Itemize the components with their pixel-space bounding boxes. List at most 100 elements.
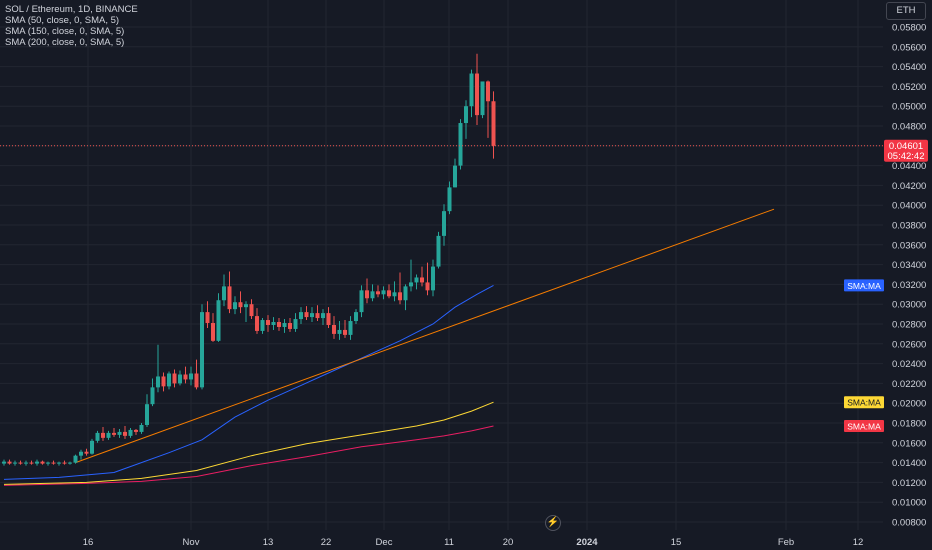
candle-body (464, 106, 468, 124)
candle-body (381, 290, 386, 295)
candle-body (436, 235, 441, 267)
candle-body (304, 312, 309, 318)
candle-body (189, 373, 193, 380)
candle-body (178, 374, 182, 384)
x-tick-label: 11 (444, 537, 454, 548)
candle-body (194, 373, 199, 388)
y-tick-label: 0.01000 (892, 498, 926, 509)
candle-body (117, 431, 122, 435)
x-tick-label: Nov (183, 537, 200, 548)
sma200-line (3, 425, 494, 486)
x-tick-label: Feb (778, 537, 794, 548)
chart-series (3, 208, 775, 486)
chart-grid (0, 0, 883, 530)
x-tick-label: 12 (853, 537, 864, 548)
study-sma50[interactable]: SMA (50, close, 0, SMA, 5) (5, 15, 120, 26)
candle-body (321, 313, 325, 319)
candle-body (112, 432, 116, 435)
candle-body (73, 455, 78, 463)
candle-body (18, 462, 23, 464)
candle-body (475, 73, 479, 116)
candle-body (458, 123, 463, 166)
candle-body (150, 387, 155, 405)
candle-body (365, 290, 369, 299)
candle-body (277, 322, 281, 327)
candle-body (326, 313, 331, 325)
candle-body (90, 440, 94, 454)
candle-body (354, 312, 358, 322)
candle-body (403, 286, 408, 301)
sma-tag-label: SMA:MA (847, 281, 881, 291)
y-tick-label: 0.05000 (892, 102, 926, 113)
sma-tag-label: SMA:MA (847, 398, 881, 408)
study-sma200[interactable]: SMA (200, close, 0, SMA, 5) (5, 37, 125, 48)
candle-body (414, 277, 419, 283)
sma-tag-box (844, 279, 884, 292)
candle-body (310, 313, 314, 318)
candle-body (24, 462, 28, 464)
candle-body (172, 373, 177, 384)
y-tick-label: 0.02200 (892, 379, 926, 390)
candle-body (348, 321, 353, 335)
candle-body (453, 165, 457, 188)
sma50-line (3, 284, 494, 480)
candle-body (398, 292, 402, 301)
candle-body (420, 277, 424, 283)
candle-body (167, 373, 171, 387)
sma-tag-box (844, 419, 884, 432)
x-tick-label: Dec (376, 537, 393, 548)
y-tick-label: 0.03400 (892, 260, 926, 271)
candle-body (183, 374, 188, 380)
currency-button[interactable]: ETH (886, 2, 926, 20)
x-tick-label: 13 (263, 537, 274, 548)
candle-body (315, 313, 320, 319)
candle-body (35, 461, 39, 464)
candle-body (205, 312, 210, 324)
candle-body (486, 81, 490, 102)
y-tick-label: 0.04400 (892, 161, 926, 172)
candle-body (145, 404, 149, 425)
candle-body (79, 451, 83, 456)
candle-body (299, 312, 303, 320)
y-tick-label: 0.03800 (892, 221, 926, 232)
y-tick-label: 0.01400 (892, 458, 926, 469)
candle-body (200, 312, 204, 388)
candle-body (106, 432, 111, 438)
y-tick-label: 0.05200 (892, 82, 926, 93)
x-tick-label: 16 (83, 537, 94, 548)
candle-body (480, 81, 485, 116)
candle-body (255, 316, 259, 331)
candle-body (337, 329, 342, 334)
time-axis[interactable]: 16 Nov 13 22 Dec 11 20 2024 15 Feb 12 (83, 537, 864, 548)
candle-body (359, 290, 364, 313)
price-axis[interactable]: 0.05800 0.05600 0.05400 0.05200 0.05000 0.048… (892, 23, 926, 529)
candle-body (95, 432, 100, 441)
y-tick-label: 0.03200 (892, 280, 926, 291)
trendline (75, 208, 775, 464)
candle-body (84, 451, 89, 454)
candle-body (40, 461, 45, 464)
countdown-label: 05:42:42 (888, 151, 925, 162)
candle-body (442, 211, 446, 236)
y-tick-label: 0.02600 (892, 339, 926, 350)
x-tick-label: 15 (671, 537, 682, 548)
candle-body (216, 300, 221, 341)
lightning-icon[interactable]: ⚡ (545, 515, 561, 531)
candle-body (13, 462, 17, 464)
candle-body (431, 266, 435, 291)
candle-body (409, 282, 413, 287)
symbol-title[interactable]: SOL / Ethereum, 1D, BINANCE (5, 4, 138, 15)
candle-body (2, 461, 6, 464)
candle-body (282, 323, 287, 327)
candle-body (46, 462, 50, 464)
study-sma150[interactable]: SMA (150, close, 0, SMA, 5) (5, 26, 125, 37)
candle-body (249, 304, 254, 317)
candle-body (447, 187, 452, 212)
y-tick-label: 0.02400 (892, 359, 926, 370)
y-tick-label: 0.01800 (892, 419, 926, 430)
candle-body (227, 286, 232, 310)
candle-body (425, 282, 430, 291)
candle-body (288, 323, 292, 329)
